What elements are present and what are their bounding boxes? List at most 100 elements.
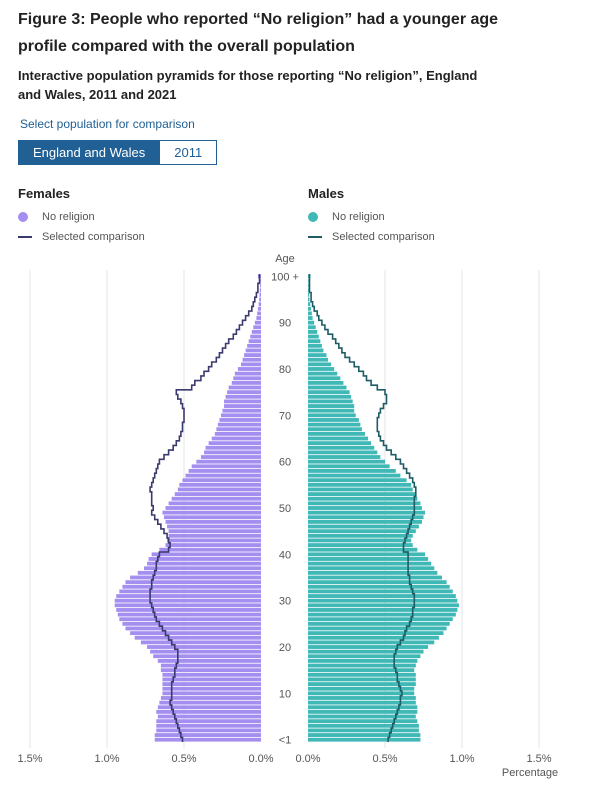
male-bar (308, 709, 418, 714)
male-bar (308, 524, 419, 529)
female-bar (157, 714, 261, 719)
legend-female-no-religion-label: No religion (42, 211, 95, 223)
female-bar (244, 353, 261, 358)
female-bar (163, 515, 261, 520)
male-bar (308, 658, 418, 663)
female-bar (251, 330, 261, 334)
option-2011-button[interactable]: 2011 (160, 140, 218, 165)
female-bar (117, 612, 261, 617)
female-bar (208, 441, 261, 446)
male-bar (308, 279, 309, 283)
female-bar (254, 320, 261, 325)
male-bar (308, 645, 429, 649)
male-bar (308, 566, 435, 571)
female-bar (157, 658, 261, 663)
male-bar (308, 371, 338, 376)
male-bar (308, 441, 372, 446)
female-bar (130, 575, 261, 580)
female-bar (154, 737, 261, 742)
female-bar (259, 297, 261, 302)
male-no-religion-swatch-icon (308, 212, 318, 222)
male-bar (308, 330, 318, 334)
female-bar (148, 557, 261, 561)
female-bar (227, 390, 261, 395)
male-bar (308, 649, 424, 654)
female-bar (225, 394, 261, 399)
female-bar (156, 728, 261, 733)
male-bar (308, 436, 369, 441)
male-bar (308, 594, 456, 598)
option-england-and-wales-button[interactable]: England and Wales (18, 140, 161, 165)
female-bar (256, 316, 261, 320)
female-bar (168, 501, 261, 506)
male-bar (308, 603, 459, 608)
male-bar (308, 705, 418, 710)
age-tick-label: 30 (279, 596, 291, 608)
male-bar (308, 663, 416, 668)
male-bar (308, 723, 419, 728)
male-bar (308, 343, 322, 348)
male-bar (308, 733, 421, 737)
female-bar (247, 343, 261, 348)
value-axis-title: Percentage (502, 767, 558, 779)
female-bar (150, 649, 261, 654)
female-bar (162, 691, 261, 696)
male-bar (308, 621, 450, 626)
female-bar (162, 682, 261, 686)
female-bar (160, 663, 261, 668)
legend-male-no-religion-label: No religion (332, 211, 385, 223)
male-value-tick: 0.0% (295, 753, 320, 765)
male-bar (308, 598, 458, 603)
male-bar (308, 418, 359, 422)
females-legend: Females No religion Selected comparison (18, 186, 145, 247)
age-tick-label: 100 + (271, 271, 299, 283)
male-bar (308, 334, 319, 339)
female-bar (217, 422, 261, 427)
female-bar (258, 302, 261, 307)
male-bar (308, 612, 456, 617)
male-bar (308, 320, 315, 325)
female-bar (257, 306, 261, 311)
female-bar (151, 552, 261, 557)
female-bar (179, 482, 261, 487)
male-bar (308, 589, 453, 594)
male-bar (308, 487, 413, 492)
male-bar (308, 506, 422, 510)
legend-female-comparison-label: Selected comparison (42, 231, 145, 243)
female-bar (122, 621, 262, 626)
male-bar (308, 357, 329, 362)
male-bar (308, 482, 412, 487)
male-bar (308, 408, 355, 413)
male-bar (308, 362, 332, 367)
male-bar (308, 631, 444, 636)
female-bar (162, 510, 261, 515)
female-bar (167, 524, 261, 529)
female-bar (114, 603, 261, 608)
male-bar (308, 510, 426, 515)
female-bar (188, 469, 261, 473)
female-bar (162, 672, 261, 677)
female-bar (174, 492, 261, 497)
female-value-tick: 0.0% (248, 753, 273, 765)
chart-subtitle: Interactive population pyramids for thos… (18, 68, 478, 102)
male-bar (308, 496, 418, 501)
female-bar (125, 626, 261, 631)
female-value-tick: 0.5% (171, 753, 196, 765)
male-comparison-line (308, 274, 417, 742)
female-bar (156, 709, 261, 714)
female-bar (125, 580, 261, 585)
female-bar (240, 362, 261, 367)
male-bar (308, 302, 311, 307)
male-bar (308, 700, 416, 705)
female-bar (154, 733, 261, 737)
male-bar (308, 608, 458, 612)
female-bar (168, 533, 261, 538)
age-tick-label: 10 (279, 688, 291, 700)
male-bar (308, 557, 429, 561)
male-bar (308, 390, 350, 395)
female-bar (205, 445, 261, 450)
male-bar (308, 719, 418, 724)
female-bar (216, 427, 261, 432)
male-bar (308, 367, 335, 371)
